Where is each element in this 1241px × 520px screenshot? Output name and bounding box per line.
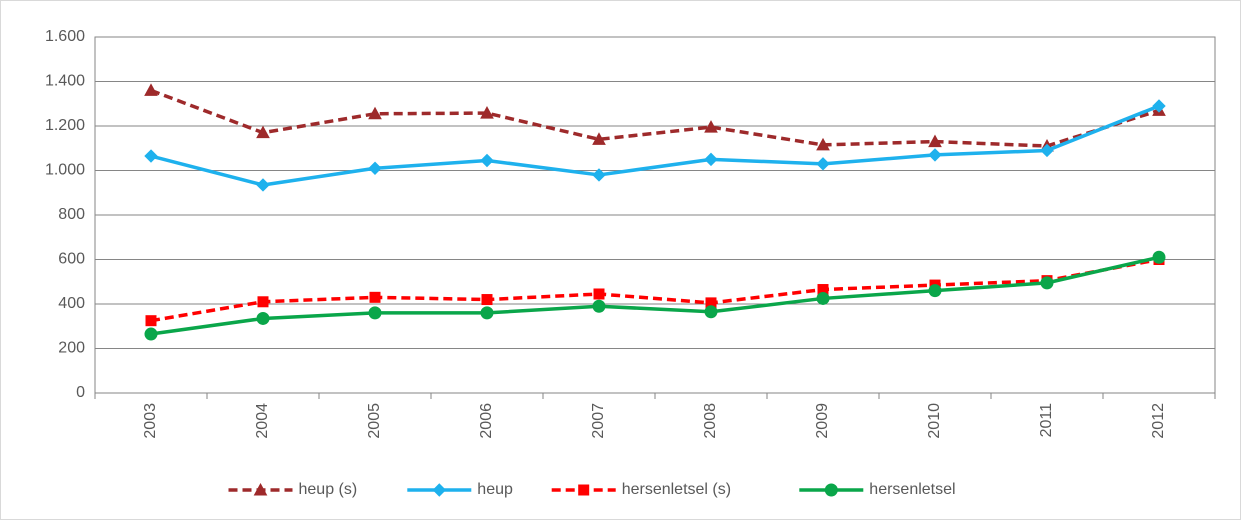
point (368, 161, 382, 175)
point (256, 311, 270, 325)
point (257, 296, 269, 308)
point (256, 125, 270, 139)
y-tick-label: 1.200 (45, 117, 85, 134)
y-tick-label: 600 (58, 251, 85, 268)
legend-marker (253, 482, 268, 496)
x-tick-label: 2003 (142, 403, 159, 439)
legend-label: heup (477, 481, 513, 498)
x-tick-label: 2011 (1038, 403, 1055, 438)
point (368, 306, 382, 320)
x-tick-label: 2012 (1150, 403, 1167, 439)
point (816, 291, 830, 305)
point (144, 327, 158, 341)
y-tick-label: 400 (58, 295, 85, 312)
x-tick-label: 2008 (702, 403, 719, 439)
point (704, 120, 718, 133)
point (592, 168, 606, 182)
y-tick-label: 1.400 (45, 73, 85, 90)
y-tick-label: 1.600 (45, 28, 85, 45)
point (593, 288, 605, 300)
y-tick-label: 1.000 (45, 162, 85, 179)
legend-marker (432, 483, 447, 497)
point (1152, 250, 1166, 264)
point (480, 306, 494, 320)
point (928, 284, 942, 298)
legend-marker (824, 483, 838, 497)
point (592, 299, 606, 313)
point (480, 106, 494, 119)
y-tick-label: 200 (58, 340, 85, 357)
point (816, 157, 830, 171)
x-tick-label: 2004 (254, 403, 271, 439)
point (1152, 99, 1166, 113)
point (704, 305, 718, 319)
point (928, 148, 942, 162)
point (144, 83, 158, 96)
series-line (150, 255, 1160, 336)
legend-marker (578, 484, 590, 496)
series-line (150, 88, 1160, 148)
point (481, 294, 493, 306)
x-tick-label: 2009 (814, 403, 831, 439)
point (368, 106, 382, 120)
point (592, 132, 606, 145)
point (369, 291, 381, 303)
point (144, 149, 158, 163)
legend-label: hersenletsel (869, 481, 955, 498)
point (145, 315, 157, 327)
y-tick-label: 800 (58, 206, 85, 223)
point (1040, 276, 1054, 290)
x-tick-label: 2007 (590, 403, 607, 439)
x-tick-label: 2005 (366, 403, 383, 439)
series-line (150, 104, 1160, 187)
legend-label: heup (s) (299, 481, 358, 498)
legend-label: hersenletsel (s) (622, 481, 731, 498)
x-tick-label: 2010 (926, 403, 943, 439)
point (256, 178, 270, 192)
y-tick-label: 0 (76, 384, 85, 401)
point (480, 153, 494, 168)
point (928, 134, 942, 148)
x-tick-label: 2006 (478, 403, 495, 439)
series-line (150, 257, 1160, 323)
point (816, 137, 830, 151)
point (704, 152, 718, 167)
point (1040, 143, 1054, 158)
